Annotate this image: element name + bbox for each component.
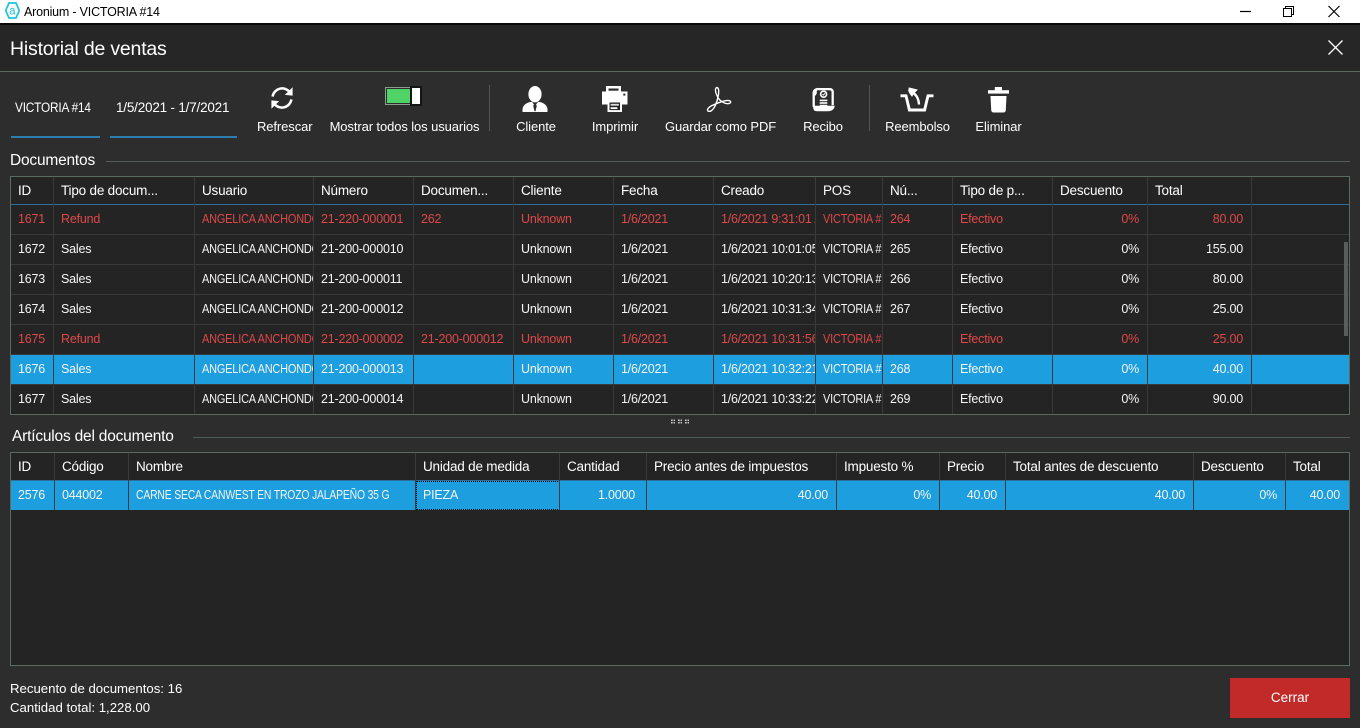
svg-text:a: a — [9, 6, 16, 18]
